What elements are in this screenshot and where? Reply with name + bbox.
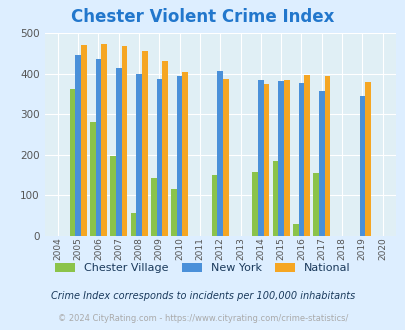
Bar	[258, 81, 263, 236]
Bar	[313, 173, 318, 236]
Bar	[156, 79, 162, 236]
Bar	[359, 96, 364, 236]
Text: Chester Violent Crime Index: Chester Violent Crime Index	[71, 8, 334, 26]
Bar	[130, 213, 136, 236]
Bar	[318, 91, 324, 236]
Bar	[96, 59, 101, 236]
Text: © 2024 CityRating.com - https://www.cityrating.com/crime-statistics/: © 2024 CityRating.com - https://www.city…	[58, 314, 347, 323]
Bar	[292, 224, 298, 236]
Bar	[182, 72, 188, 236]
Bar	[110, 156, 116, 236]
Bar	[304, 75, 309, 236]
Bar	[90, 122, 96, 236]
Bar	[263, 84, 269, 236]
Text: Crime Index corresponds to incidents per 100,000 inhabitants: Crime Index corresponds to incidents per…	[51, 291, 354, 301]
Legend: Chester Village, New York, National: Chester Village, New York, National	[55, 263, 350, 273]
Bar	[101, 44, 107, 236]
Bar	[324, 76, 330, 236]
Bar	[171, 189, 177, 236]
Bar	[136, 74, 142, 236]
Bar	[151, 178, 156, 236]
Bar	[272, 161, 278, 236]
Bar	[284, 81, 289, 236]
Bar	[122, 47, 127, 236]
Bar	[70, 89, 75, 236]
Bar	[252, 172, 258, 236]
Bar	[142, 51, 147, 236]
Bar	[162, 61, 168, 236]
Bar	[75, 54, 81, 236]
Bar	[298, 83, 304, 236]
Bar	[81, 45, 87, 236]
Bar	[177, 76, 182, 236]
Bar	[217, 71, 223, 236]
Bar	[223, 79, 228, 236]
Bar	[211, 175, 217, 236]
Bar	[364, 82, 370, 236]
Bar	[278, 81, 284, 236]
Bar	[116, 68, 121, 236]
